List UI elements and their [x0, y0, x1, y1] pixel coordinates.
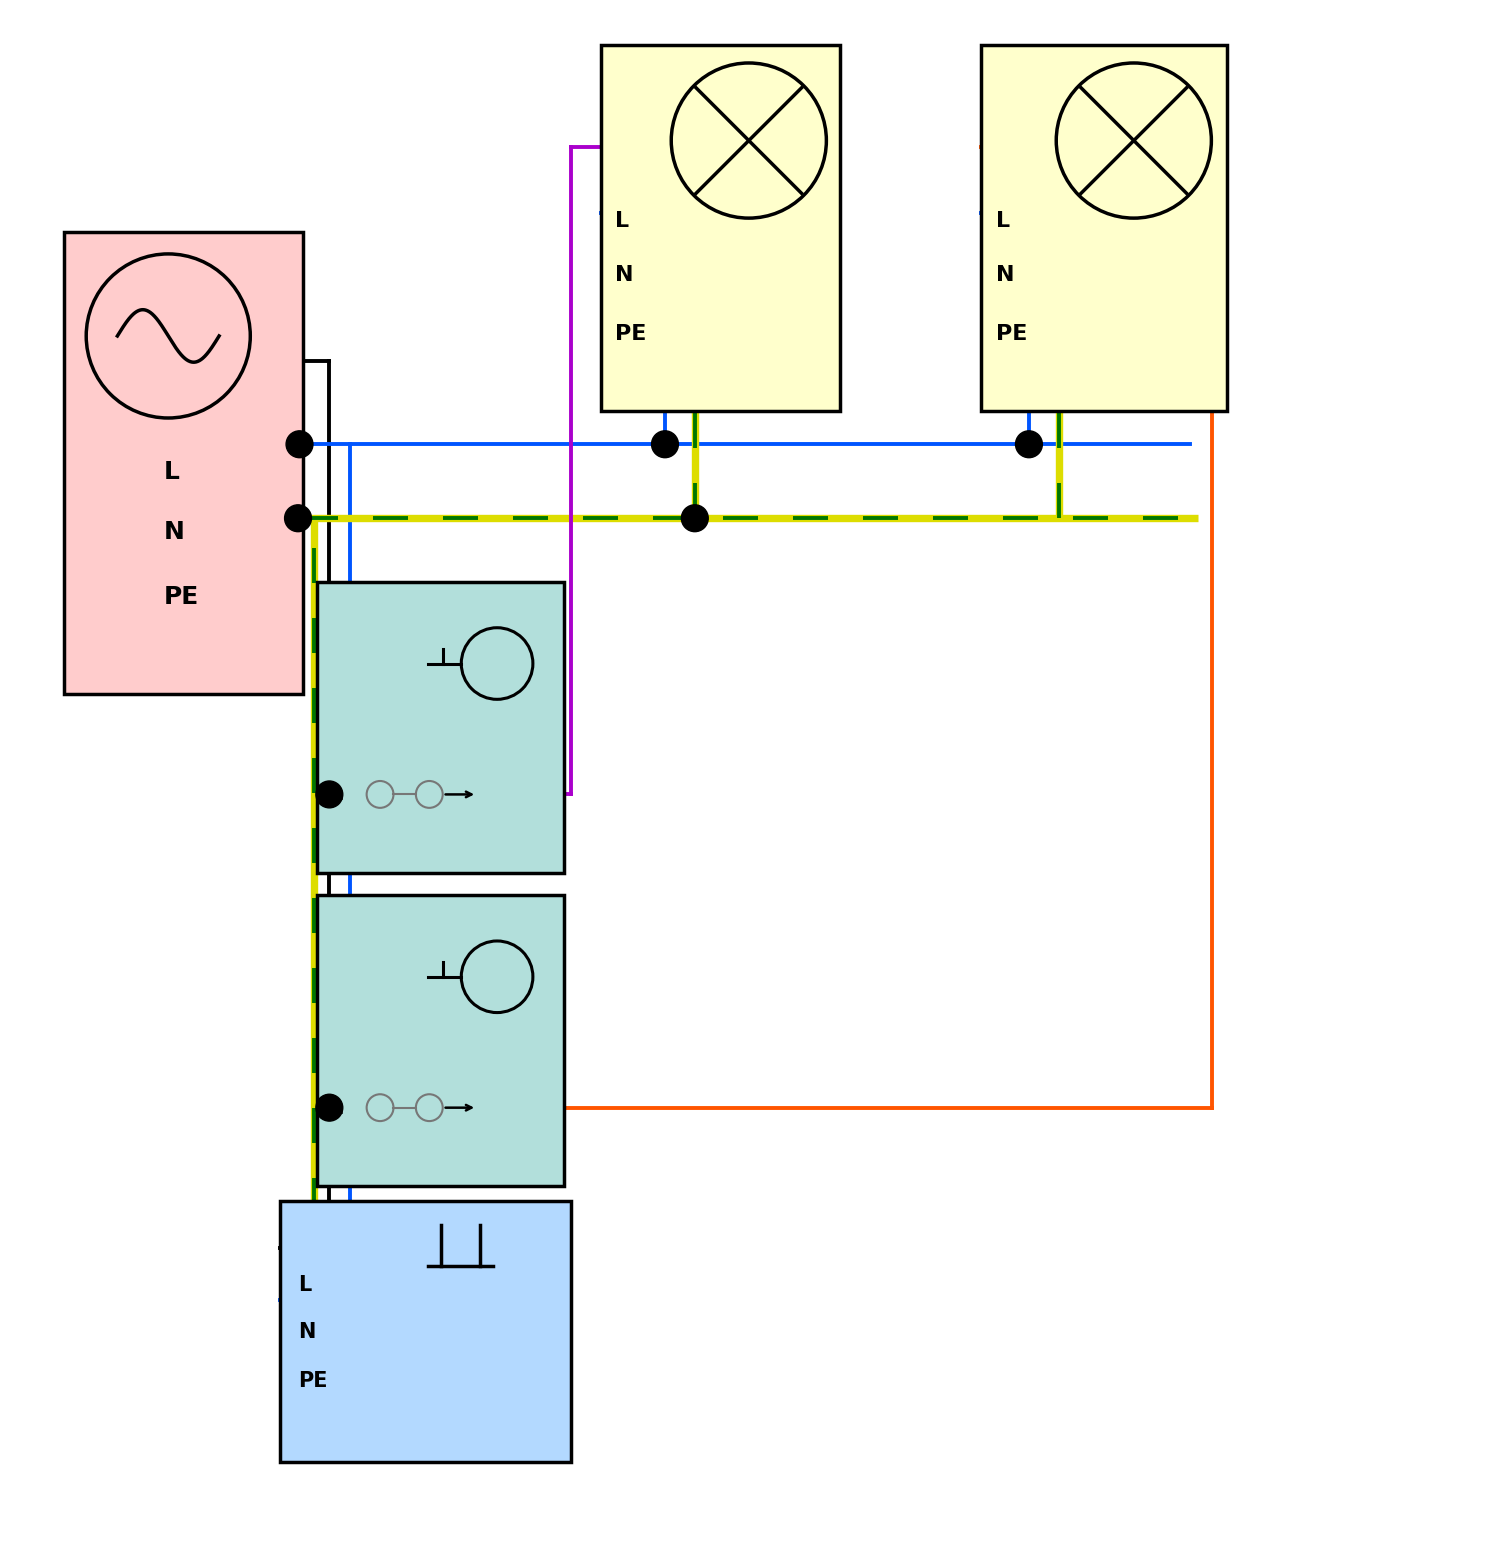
Circle shape	[1016, 431, 1042, 458]
Text: PE: PE	[298, 1372, 327, 1391]
Circle shape	[681, 504, 708, 532]
Text: PE: PE	[615, 324, 646, 345]
FancyBboxPatch shape	[318, 582, 564, 872]
FancyBboxPatch shape	[280, 1201, 572, 1462]
Text: L: L	[615, 211, 630, 231]
FancyBboxPatch shape	[64, 231, 303, 694]
Text: N: N	[615, 265, 633, 286]
Text: L: L	[330, 1097, 342, 1117]
FancyBboxPatch shape	[318, 896, 564, 1186]
Text: PE: PE	[996, 324, 1028, 345]
Circle shape	[651, 431, 678, 458]
Circle shape	[316, 781, 344, 809]
Text: PE: PE	[164, 585, 200, 608]
Text: L: L	[330, 784, 342, 804]
Text: N: N	[164, 520, 184, 545]
Text: L: L	[298, 1274, 312, 1294]
Text: N: N	[996, 265, 1014, 286]
FancyBboxPatch shape	[981, 45, 1227, 411]
Text: N: N	[298, 1322, 315, 1341]
FancyBboxPatch shape	[602, 45, 840, 411]
Text: L: L	[164, 459, 180, 484]
Text: L: L	[996, 211, 1010, 231]
Circle shape	[316, 1094, 344, 1121]
Circle shape	[286, 431, 314, 458]
Circle shape	[285, 504, 312, 532]
